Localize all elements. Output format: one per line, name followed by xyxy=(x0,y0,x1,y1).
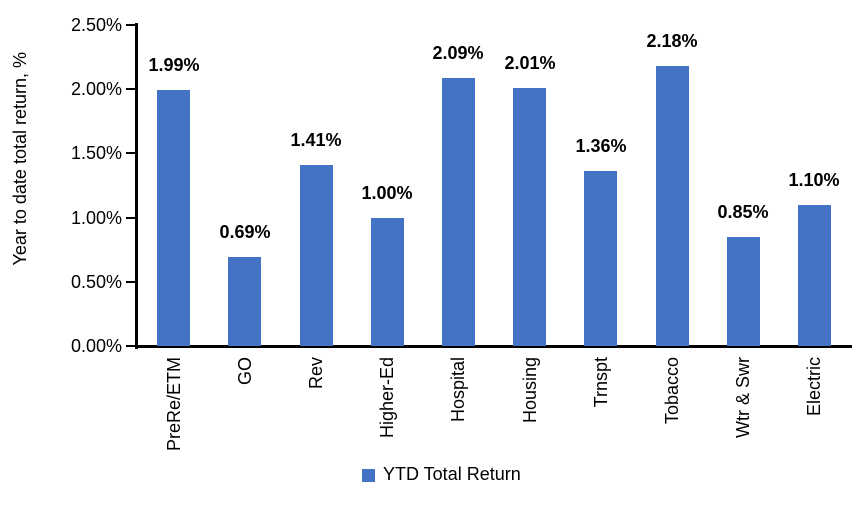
y-tick-mark xyxy=(126,216,138,219)
category-label: GO xyxy=(235,357,255,386)
y-tick-label: 2.00% xyxy=(70,79,122,100)
bar-Trnspt xyxy=(584,171,617,346)
y-tick-mark xyxy=(126,152,138,155)
y-tick-mark xyxy=(126,88,138,91)
category-label: PreRe/ETM xyxy=(164,357,184,452)
value-label: 2.01% xyxy=(504,53,556,73)
y-tick-mark xyxy=(126,24,138,26)
x-axis-line xyxy=(135,345,852,348)
bar-Tobacco xyxy=(656,66,689,346)
legend: YTD Total Return xyxy=(362,464,521,485)
y-tick-label: 0.50% xyxy=(70,271,122,292)
bar-Rev xyxy=(300,164,333,346)
y-tick-label: 0.00% xyxy=(70,336,122,356)
category-label: Tobacco xyxy=(662,357,682,425)
bar-GO xyxy=(228,257,261,346)
category-label: Hospital xyxy=(448,357,468,423)
y-tick-label: 1.50% xyxy=(70,143,122,164)
bar-Higher-Ed xyxy=(371,217,404,346)
category-label: Housing xyxy=(520,357,540,424)
value-label: 2.09% xyxy=(432,43,484,63)
value-label: 0.69% xyxy=(219,222,271,242)
category-label: Higher-Ed xyxy=(377,357,397,439)
category-label: Wtr & Swr xyxy=(733,357,753,438)
value-label: 1.10% xyxy=(788,170,840,190)
legend-swatch-icon xyxy=(362,468,375,482)
value-label: 1.41% xyxy=(290,130,342,150)
value-label: 1.00% xyxy=(361,183,413,203)
category-label: Electric xyxy=(804,357,824,417)
bar-Housing xyxy=(513,87,546,346)
y-tick-mark xyxy=(126,280,138,283)
value-label: 1.99% xyxy=(148,55,200,75)
y-tick-label: 2.50% xyxy=(70,15,122,35)
value-label: 2.18% xyxy=(646,31,698,51)
value-label: 1.36% xyxy=(575,136,627,156)
bar-Wtr & Swr xyxy=(727,236,760,346)
legend-label: YTD Total Return xyxy=(383,464,521,484)
y-tick-label: 1.00% xyxy=(70,207,122,228)
bar-PreRe/ETM xyxy=(157,90,190,346)
category-label: Trnspt xyxy=(591,357,611,408)
category-label: Rev xyxy=(306,357,326,390)
y-axis-line xyxy=(135,23,138,349)
y-tick-mark xyxy=(126,345,138,347)
bar-Electric xyxy=(798,204,831,346)
bar-Hospital xyxy=(442,77,475,346)
value-label: 0.85% xyxy=(717,202,769,222)
